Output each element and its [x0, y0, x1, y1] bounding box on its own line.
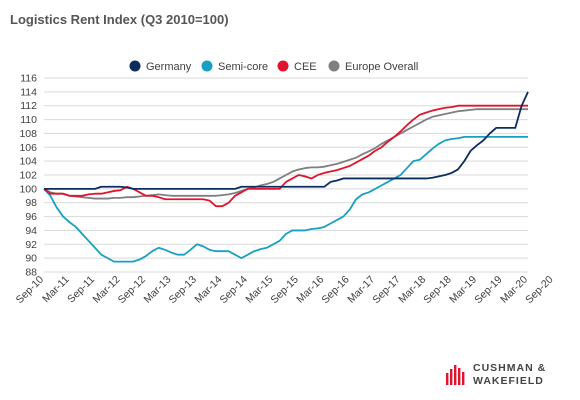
x-tick-label: Sep-16 — [319, 274, 352, 307]
legend-marker — [277, 60, 289, 72]
y-tick-label: 96 — [25, 211, 37, 223]
legend-marker — [129, 60, 141, 72]
x-tick-label: Sep-15 — [268, 274, 301, 307]
x-tick-label: Sep-13 — [167, 274, 200, 307]
y-tick-label: 116 — [20, 73, 37, 85]
y-tick-label: 112 — [20, 100, 37, 112]
series-line-cee — [43, 104, 528, 208]
x-tick-label: Sep-11 — [65, 274, 97, 306]
logo-line-2: WAKEFIELD — [473, 375, 544, 387]
series-line-semi-core — [43, 135, 528, 263]
gridlines — [44, 77, 528, 273]
legend-marker — [201, 60, 213, 72]
cushman-wakefield-logo: CUSHMAN & WAKEFIELD — [445, 360, 575, 390]
logo-line-1: CUSHMAN & — [473, 362, 547, 374]
legend-label: CEE — [294, 61, 317, 73]
x-axis-ticks: Sep-10Mar-11Sep-11Mar-12Sep-12Mar-13Sep-… — [14, 274, 556, 307]
y-tick-label: 88 — [25, 267, 37, 279]
y-tick-label: 106 — [19, 142, 37, 154]
legend-label: Germany — [146, 61, 192, 73]
y-tick-label: 114 — [20, 86, 37, 98]
y-tick-label: 100 — [19, 183, 37, 195]
x-tick-label: Sep-14 — [217, 274, 250, 307]
y-tick-label: 92 — [25, 239, 37, 251]
x-tick-label: Sep-12 — [116, 274, 149, 307]
chart-title: Logistics Rent Index (Q3 2010=100) — [10, 12, 229, 27]
y-tick-label: 110 — [20, 114, 37, 126]
logo-text: CUSHMAN & WAKEFIELD — [473, 362, 546, 388]
y-tick-label: 94 — [25, 225, 37, 237]
y-tick-label: 108 — [19, 128, 37, 140]
x-tick-label: Sep-18 — [421, 274, 454, 307]
legend-marker — [328, 60, 340, 72]
series-line-germany — [44, 91, 529, 190]
legend: Germany Semi-core CEE Europe Overall — [129, 60, 418, 73]
legend-label: Semi-core — [218, 61, 268, 73]
x-tick-label: Sep-20 — [523, 274, 556, 307]
y-tick-label: 98 — [25, 197, 37, 209]
x-tick-label: Sep-17 — [370, 274, 403, 307]
y-tick-label: 102 — [19, 170, 37, 182]
legend-label: Europe Overall — [345, 61, 418, 73]
y-tick-label: 104 — [19, 156, 37, 168]
logo-mark-icon — [446, 365, 465, 385]
x-tick-label: Mar-11 — [40, 274, 72, 306]
series-line-europe-overall — [43, 108, 528, 200]
series-lines — [43, 91, 529, 263]
y-tick-label: 90 — [25, 253, 37, 265]
x-tick-label: Sep-19 — [472, 274, 505, 307]
